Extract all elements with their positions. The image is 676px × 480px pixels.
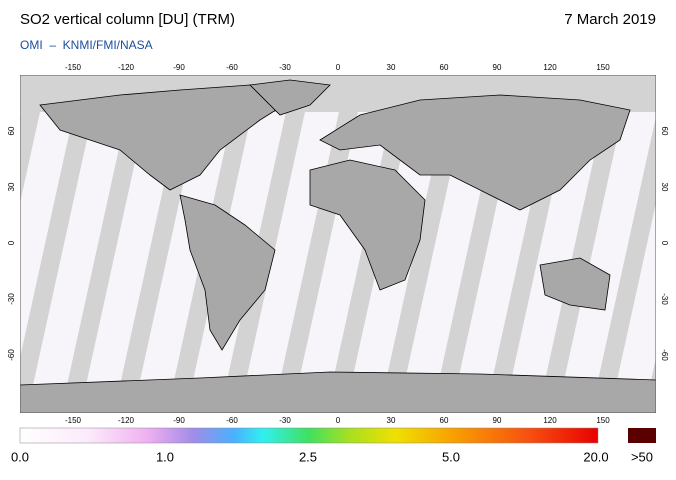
- swath: [20, 112, 74, 358]
- lat-tick-label-left: -60: [7, 349, 16, 361]
- lon-tick-label-top: 0: [336, 63, 341, 72]
- swath: [139, 112, 233, 385]
- colorbar-overflow-label: >50: [631, 449, 653, 464]
- lon-tick-label-bottom: 120: [543, 416, 557, 425]
- lon-tick-label-bottom: 0: [336, 416, 341, 425]
- lon-tick-label-bottom: 60: [440, 416, 449, 425]
- lon-tick-label-bottom: 30: [387, 416, 396, 425]
- date: 7 March 2019: [564, 11, 656, 28]
- lon-tick-label-top: -150: [65, 63, 82, 72]
- swath: [563, 112, 656, 385]
- swath: [669, 112, 676, 385]
- lon-tick-label-bottom: -120: [118, 416, 135, 425]
- lat-tick-label-right: 30: [660, 183, 669, 192]
- lat-tick-label-left: 0: [7, 240, 16, 245]
- swath: [20, 112, 21, 117]
- colorbar-overflow: [628, 428, 656, 443]
- swath: [510, 112, 604, 385]
- lon-tick-label-top: -60: [226, 63, 238, 72]
- lon-tick-label-top: 90: [493, 63, 502, 72]
- title: SO2 vertical column [DU] (TRM): [20, 11, 235, 28]
- lon-tick-label-bottom: -60: [226, 416, 238, 425]
- lat-tick-label-right: -30: [660, 293, 669, 305]
- lon-tick-label-top: -120: [118, 63, 135, 72]
- colorbar-label: 20.0: [583, 449, 608, 464]
- swath: [616, 203, 656, 385]
- colorbar-label: 0.0: [11, 449, 29, 464]
- lon-tick-label-bottom: -150: [65, 416, 82, 425]
- lon-tick-label-top: 150: [596, 63, 610, 72]
- lon-tick-label-top: -30: [279, 63, 291, 72]
- lat-tick-label-left: 30: [7, 182, 16, 191]
- lon-tick-label-bottom: 90: [493, 416, 502, 425]
- lon-tick-label-top: 120: [543, 63, 557, 72]
- lat-tick-label-right: 0: [660, 241, 669, 246]
- lon-tick-label-bottom: -90: [173, 416, 185, 425]
- colorbar: [19, 427, 599, 444]
- lon-tick-label-bottom: -30: [279, 416, 291, 425]
- swath: [33, 112, 127, 385]
- colorbar-label: 2.5: [299, 449, 317, 464]
- lon-tick-label-top: 60: [440, 63, 449, 72]
- map: [20, 75, 676, 413]
- lon-tick-label-bottom: 150: [596, 416, 610, 425]
- lat-tick-label-left: 60: [7, 126, 16, 135]
- lat-tick-label-left: -30: [7, 293, 16, 305]
- colorbar-label: 5.0: [442, 449, 460, 464]
- land: [20, 79, 656, 413]
- lat-tick-label-right: -60: [660, 349, 669, 361]
- lon-tick-label-top: -90: [173, 63, 185, 72]
- lat-tick-label-right: 60: [660, 127, 669, 136]
- colorbar-label: 1.0: [156, 449, 174, 464]
- source: OMI – KNMI/FMI/NASA: [20, 38, 153, 52]
- lon-tick-label-top: 30: [387, 63, 396, 72]
